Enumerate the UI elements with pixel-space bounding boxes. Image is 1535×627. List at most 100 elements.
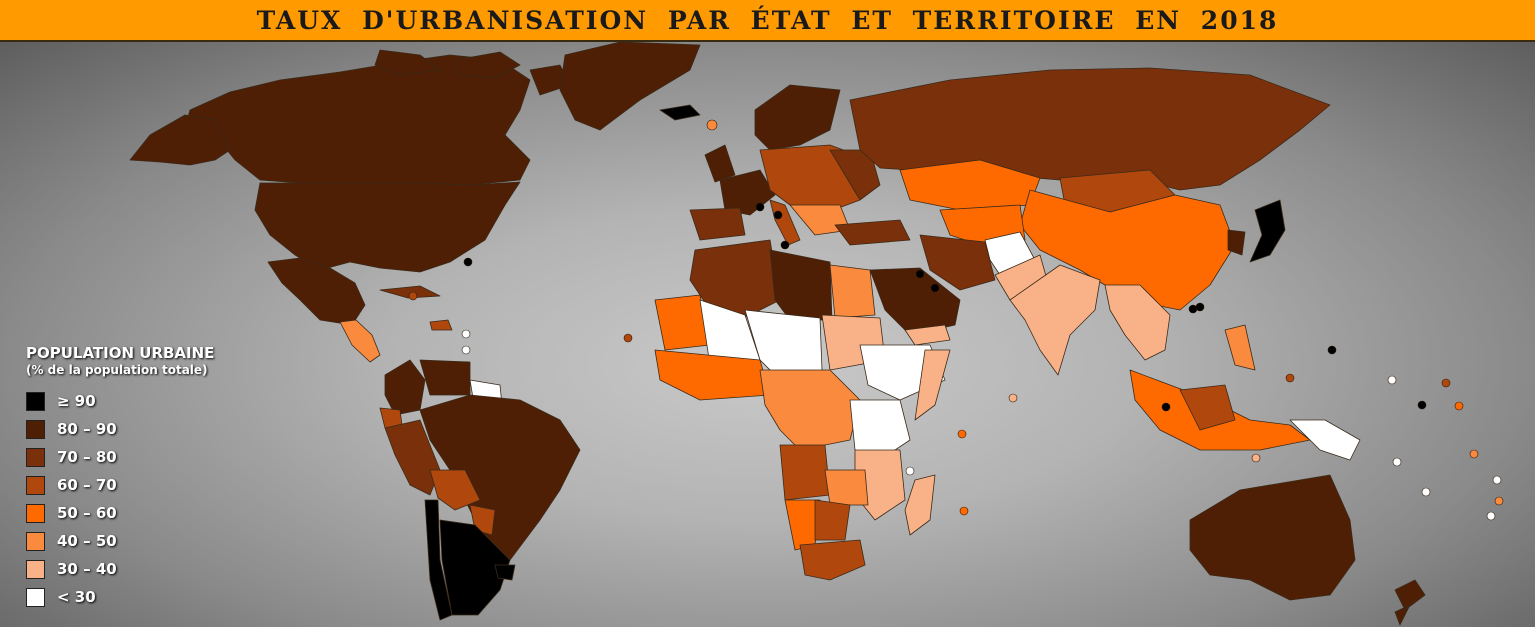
region-south-africa	[799, 539, 866, 581]
legend-label: 80 – 90	[57, 420, 117, 438]
region-colombia	[384, 359, 426, 416]
legend-item-50-60: 50 – 60	[26, 499, 214, 527]
legend-subtitle: (% de la population totale)	[26, 363, 208, 377]
region-bolivia	[429, 469, 481, 511]
region-borneo-malaysia	[1179, 384, 1236, 431]
legend-item-90-plus: ≥ 90	[26, 387, 214, 415]
territory-dot	[930, 283, 940, 293]
territory-dot	[1327, 345, 1337, 355]
legend-label: 30 – 40	[57, 560, 117, 578]
region-angola	[779, 444, 831, 501]
territory-dot	[1486, 511, 1496, 521]
region-uruguay	[494, 564, 516, 581]
territory-dot	[959, 506, 969, 516]
legend-swatch	[26, 587, 45, 607]
region-cuba	[379, 285, 441, 299]
region-philippines	[1224, 324, 1256, 371]
legend-item-60-70: 60 – 70	[26, 471, 214, 499]
region-papua	[1289, 419, 1361, 461]
territory-dot	[1441, 378, 1451, 388]
region-botswana	[814, 499, 851, 541]
legend-swatch	[26, 503, 45, 523]
territory-dot	[1454, 401, 1464, 411]
region-southeast-asia	[1104, 284, 1171, 361]
territory-dot	[1417, 400, 1427, 410]
region-alaska	[129, 114, 231, 166]
territory-dot	[461, 329, 471, 339]
territory-dot	[463, 257, 473, 267]
legend-label: 40 – 50	[57, 532, 117, 550]
region-greenland	[559, 42, 701, 131]
legend-label: 70 – 80	[57, 448, 117, 466]
legend-items: ≥ 90 80 – 90 70 – 80 60 – 70 50 – 60 40 …	[26, 387, 214, 611]
region-usa	[254, 181, 521, 273]
territory-dot	[780, 240, 790, 250]
legend-label: < 30	[57, 588, 96, 606]
region-china	[1019, 189, 1236, 311]
legend-item-70-80: 70 – 80	[26, 443, 214, 471]
region-eastern-europe	[829, 149, 881, 201]
region-madagascar	[904, 474, 936, 536]
legend-item-30-40: 30 – 40	[26, 555, 214, 583]
region-central-africa	[759, 369, 861, 451]
map-area: POPULATION URBAINE (% de la population t…	[0, 42, 1535, 627]
legend-swatch	[26, 475, 45, 495]
territory-dot	[461, 345, 471, 355]
region-iran	[919, 234, 996, 291]
region-turkey	[834, 219, 911, 246]
region-peru	[384, 419, 441, 496]
territory-dot	[1161, 402, 1171, 412]
region-scandinavia	[754, 84, 841, 151]
region-libya	[769, 249, 833, 321]
legend-swatch	[26, 419, 45, 439]
territory-dot	[1494, 496, 1504, 506]
region-zambia-zimbabwe	[824, 469, 869, 506]
legend-label: ≥ 90	[57, 392, 96, 410]
legend-swatch	[26, 391, 45, 411]
region-hispaniola	[429, 319, 453, 331]
region-canada	[184, 54, 531, 186]
legend-item-under-30: < 30	[26, 583, 214, 611]
legend-swatch	[26, 559, 45, 579]
region-yemen	[904, 324, 951, 346]
legend-label: 50 – 60	[57, 504, 117, 522]
region-central-america	[339, 319, 381, 363]
territory-dot	[1285, 373, 1295, 383]
territory-dot	[623, 333, 633, 343]
region-uk	[704, 144, 736, 183]
map-title: TAUX D'URBANISATION PAR ÉTAT ET TERRITOI…	[256, 5, 1279, 35]
territory-dot	[1008, 393, 1018, 403]
region-somalia	[914, 349, 951, 421]
world-map	[129, 42, 1504, 626]
legend-swatch	[26, 447, 45, 467]
legend-swatch	[26, 531, 45, 551]
territory-dot	[1251, 453, 1261, 463]
region-iceland	[659, 104, 701, 121]
territory-dot	[755, 202, 765, 212]
region-korea	[1227, 229, 1246, 256]
region-india	[1009, 264, 1101, 376]
territory-dot	[1195, 302, 1205, 312]
legend: POPULATION URBAINE (% de la population t…	[26, 344, 214, 611]
region-mexico	[267, 257, 366, 326]
territory-dot	[1392, 457, 1402, 467]
legend-item-80-90: 80 – 90	[26, 415, 214, 443]
territory-dot	[1421, 487, 1431, 497]
territory-dot	[957, 429, 967, 439]
territory-dot	[1387, 375, 1397, 385]
territory-dot	[773, 210, 783, 220]
territory-dot	[706, 119, 718, 131]
region-australia	[1189, 474, 1356, 601]
territory-dot	[1469, 449, 1479, 459]
region-argentina	[439, 519, 511, 616]
region-venezuela	[419, 359, 471, 396]
region-new-zealand	[1394, 579, 1426, 626]
region-japan	[1249, 199, 1286, 263]
region-iberia	[689, 207, 746, 241]
territory-dot	[905, 466, 915, 476]
legend-label: 60 – 70	[57, 476, 117, 494]
territory-dot	[915, 269, 925, 279]
legend-title: POPULATION URBAINE	[26, 344, 215, 362]
territory-dot	[1492, 475, 1502, 485]
